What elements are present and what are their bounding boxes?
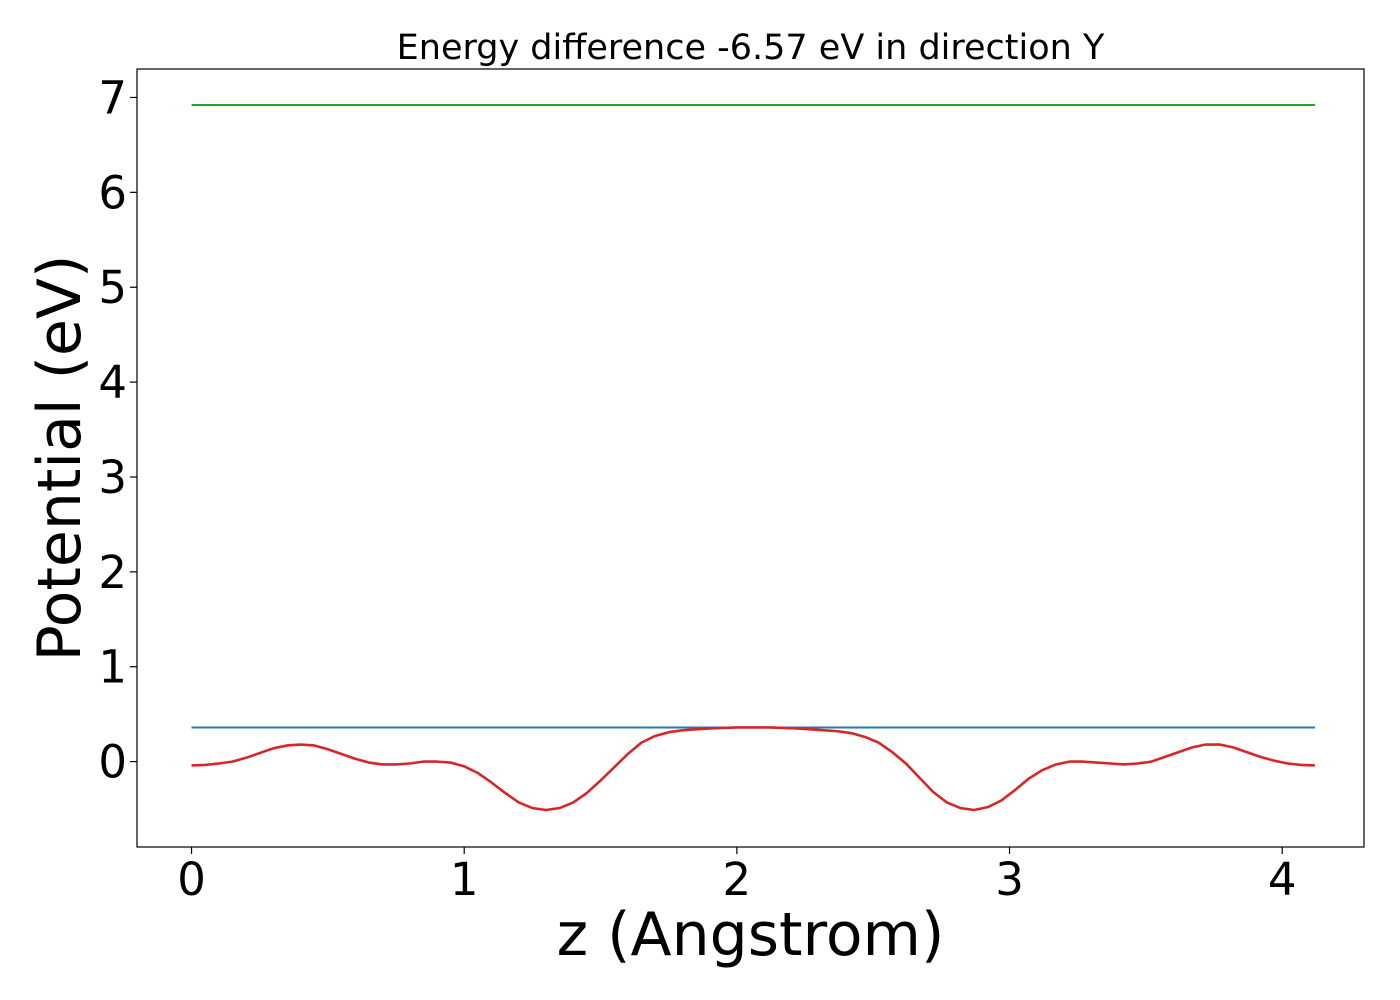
chart-title: Energy difference -6.57 eV in direction … (397, 28, 1105, 68)
x-tick-label: 2 (723, 853, 752, 906)
x-tick-label: 0 (177, 853, 206, 906)
y-tick-label: 6 (98, 166, 127, 219)
series-line-2 (191, 726, 1315, 812)
series-layer (191, 104, 1315, 812)
y-tick-label: 0 (98, 736, 127, 789)
x-tick-label: 3 (995, 853, 1024, 906)
x-axis-title: z (Angstrom) (557, 900, 945, 970)
x-tick-label: 4 (1268, 853, 1297, 906)
y-tick-label: 1 (98, 641, 127, 694)
y-axis-title: Potential (eV) (25, 255, 95, 662)
plot-frame (136, 68, 1365, 848)
y-tick-label: 2 (98, 546, 127, 599)
y-tick-label: 4 (98, 356, 127, 409)
y-tick-label: 3 (98, 451, 127, 504)
x-axis-ticks: 0 1 2 3 4 (177, 847, 1297, 906)
y-axis-ticks: 0 1 2 3 4 5 6 7 (98, 71, 137, 789)
y-tick-label: 5 (98, 261, 127, 314)
x-tick-label: 1 (450, 853, 479, 906)
y-tick-label: 7 (98, 71, 127, 124)
